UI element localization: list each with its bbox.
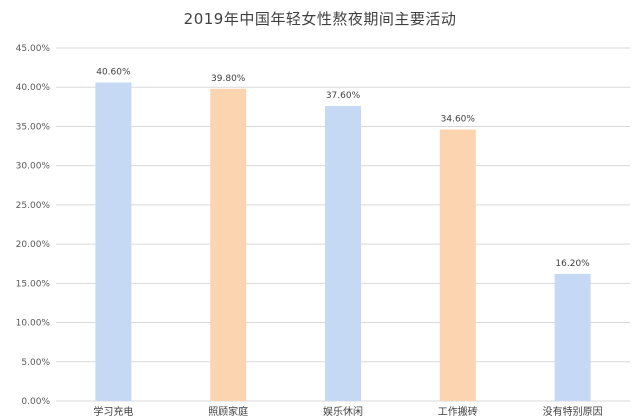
data-labels: 40.60% 39.80% 37.60% 34.60% 16.20% xyxy=(96,68,590,269)
bar xyxy=(95,82,132,401)
category-label: 照顾家庭 xyxy=(208,405,248,418)
y-tick-label: 30.00% xyxy=(16,162,51,172)
data-label: 40.60% xyxy=(96,68,131,78)
y-tick-label: 15.00% xyxy=(16,279,51,289)
y-tick-label: 25.00% xyxy=(16,201,51,211)
chart-title: 2019年中国年轻女性熬夜期间主要活动 xyxy=(183,10,457,28)
bar xyxy=(439,129,476,402)
y-tick-label: 10.00% xyxy=(16,319,51,329)
bar xyxy=(325,106,361,401)
data-label: 39.80% xyxy=(211,74,246,84)
y-tick-label: 40.00% xyxy=(16,83,51,93)
data-label: 37.60% xyxy=(326,91,361,101)
category-label: 没有特别原因 xyxy=(543,405,603,418)
category-label: 学习充电 xyxy=(93,405,133,418)
category-label: 娱乐休闲 xyxy=(323,405,363,418)
bar xyxy=(210,88,247,402)
y-tick-label: 0.00% xyxy=(21,397,50,407)
y-axis-ticks: 0.00% 5.00% 10.00% 15.00% 20.00% 25.00% 30.00%… xyxy=(16,44,51,407)
y-tick-label: 5.00% xyxy=(21,358,50,368)
y-tick-label: 20.00% xyxy=(16,240,51,250)
y-tick-label: 35.00% xyxy=(16,122,51,132)
y-tick-label: 45.00% xyxy=(16,44,51,54)
x-axis-categories: 学习充电 照顾家庭 娱乐休闲 工作搬砖 没有特别原因 xyxy=(93,405,602,418)
data-label: 16.20% xyxy=(555,259,590,269)
data-label: 34.60% xyxy=(441,115,476,125)
bar xyxy=(554,273,591,401)
category-label: 工作搬砖 xyxy=(438,405,478,418)
bars xyxy=(95,82,591,402)
